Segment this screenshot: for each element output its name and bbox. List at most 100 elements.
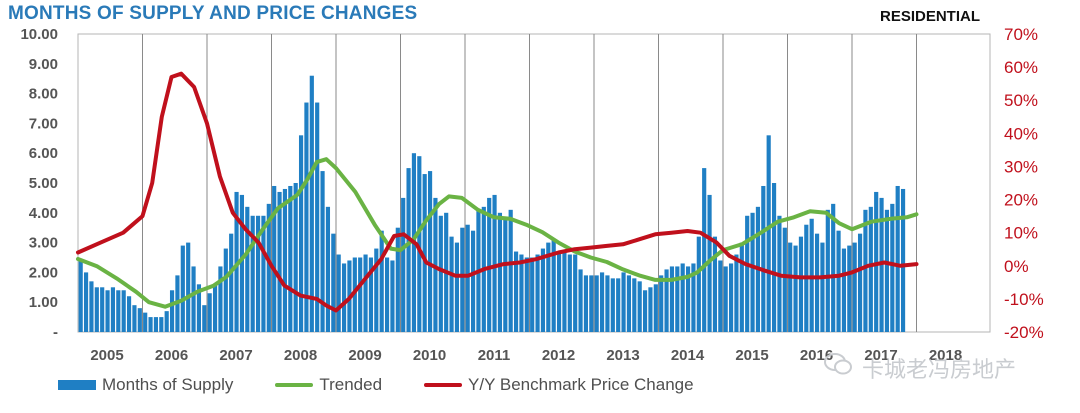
supply-bar — [874, 191, 879, 332]
supply-bar — [814, 233, 820, 332]
supply-bar — [852, 242, 857, 332]
supply-bar — [277, 191, 282, 332]
supply-bar — [390, 260, 395, 332]
x-axis-year-label: 2013 — [606, 347, 639, 364]
supply-bar — [438, 215, 443, 332]
supply-bar — [820, 242, 825, 332]
supply-bar — [524, 257, 529, 332]
supply-bar — [626, 275, 632, 332]
supply-bar — [793, 245, 798, 332]
left-axis-tick-label: 3.00 — [29, 235, 58, 252]
supply-bar — [126, 296, 132, 332]
supply-bar — [250, 215, 255, 332]
supply-bar — [841, 248, 847, 332]
supply-bar — [384, 257, 390, 332]
supply-bar — [261, 215, 266, 332]
left-axis-tick-label: 5.00 — [29, 175, 58, 192]
supply-bar — [680, 263, 685, 332]
supply-bar — [530, 257, 535, 332]
supply-bar — [884, 209, 890, 332]
supply-bar — [374, 248, 379, 332]
right-axis-tick-label: 0% — [1004, 257, 1029, 276]
supply-bar — [191, 266, 196, 332]
x-axis-year-label: 2009 — [348, 347, 381, 364]
left-axis-tick-label: 7.00 — [29, 115, 58, 132]
supply-bar — [121, 290, 126, 332]
supply-bar — [895, 185, 900, 332]
supply-bar — [427, 171, 433, 332]
left-axis-tick-label: 8.00 — [29, 86, 58, 103]
segment-badge: RESIDENTIAL — [879, 8, 980, 25]
supply-bar — [78, 260, 83, 332]
supply-bar — [105, 290, 110, 332]
supply-bar — [696, 236, 701, 332]
supply-bar — [180, 245, 185, 332]
supply-bar — [739, 242, 744, 332]
supply-bar — [245, 206, 250, 332]
supply-bar — [417, 156, 422, 332]
supply-bar — [422, 174, 427, 332]
supply-bar — [492, 194, 497, 332]
x-axis-year-label: 2018 — [929, 347, 962, 364]
supply-bar — [659, 275, 664, 332]
supply-bar — [336, 254, 341, 332]
supply-bar — [809, 218, 814, 332]
supply-bar — [567, 254, 572, 332]
supply-bar — [503, 218, 508, 332]
supply-bar — [470, 230, 476, 332]
supply-bar — [863, 209, 868, 332]
supply-bar — [331, 233, 336, 332]
supply-bar — [782, 227, 787, 332]
legend-item-trended: Trended — [275, 375, 382, 395]
x-axis-year-label: 2005 — [90, 347, 123, 364]
supply-bar — [116, 290, 121, 332]
supply-bar — [637, 281, 642, 332]
supply-bar — [298, 135, 304, 332]
supply-bar — [551, 239, 556, 332]
supply-bar — [594, 275, 599, 332]
supply-bar — [610, 278, 615, 332]
supply-bar — [449, 236, 454, 332]
supply-bar — [368, 257, 374, 332]
trended-line — [76, 157, 919, 309]
legend-swatch-bars — [58, 380, 96, 390]
x-axis-year-label: 2006 — [155, 347, 188, 364]
supply-bar — [143, 312, 148, 332]
right-axis-tick-label: 10% — [1004, 224, 1038, 243]
supply-bar — [562, 251, 567, 332]
supply-bar — [460, 227, 465, 332]
supply-bar — [272, 185, 277, 332]
axes: - 1.00 2.00 3.00 4.00 5.00 6.00 7.00 8.00 9.00 10.… — [20, 25, 1043, 364]
supply-bar — [857, 233, 863, 332]
supply-bar — [401, 197, 406, 332]
supply-bar — [632, 278, 637, 332]
right-axis-tick-label: -10% — [1004, 290, 1044, 309]
supply-bar — [239, 194, 245, 332]
supply-bar — [169, 290, 175, 332]
supply-bar — [712, 236, 718, 332]
supply-bar — [487, 197, 492, 332]
chart-title: MONTHS OF SUPPLY AND PRICE CHANGES — [8, 3, 418, 24]
x-axis-year-label: 2015 — [735, 347, 768, 364]
supply-bar — [94, 287, 99, 332]
supply-bar — [513, 251, 519, 332]
supply-bar — [825, 209, 830, 332]
left-axis-tick-label: - — [53, 324, 58, 341]
right-axis-tick-label: 20% — [1004, 191, 1038, 210]
left-axis-tick-label: 9.00 — [29, 56, 58, 73]
left-axis-tick-label: 10.00 — [20, 26, 58, 43]
supply-bar — [540, 248, 546, 332]
supply-bar — [648, 287, 653, 332]
left-axis-tick-label: 6.00 — [29, 145, 58, 162]
x-axis-year-label: 2011 — [478, 347, 511, 364]
supply-bar — [836, 230, 841, 332]
supply-bar — [454, 242, 460, 332]
supply-bar — [616, 278, 621, 332]
supply-bar — [556, 251, 562, 332]
supply-bar — [675, 266, 680, 332]
supply-bar — [653, 284, 658, 332]
supply-bar — [535, 254, 540, 332]
legend-label-months-of-supply: Months of Supply — [102, 375, 234, 394]
supply-bar — [406, 168, 411, 332]
